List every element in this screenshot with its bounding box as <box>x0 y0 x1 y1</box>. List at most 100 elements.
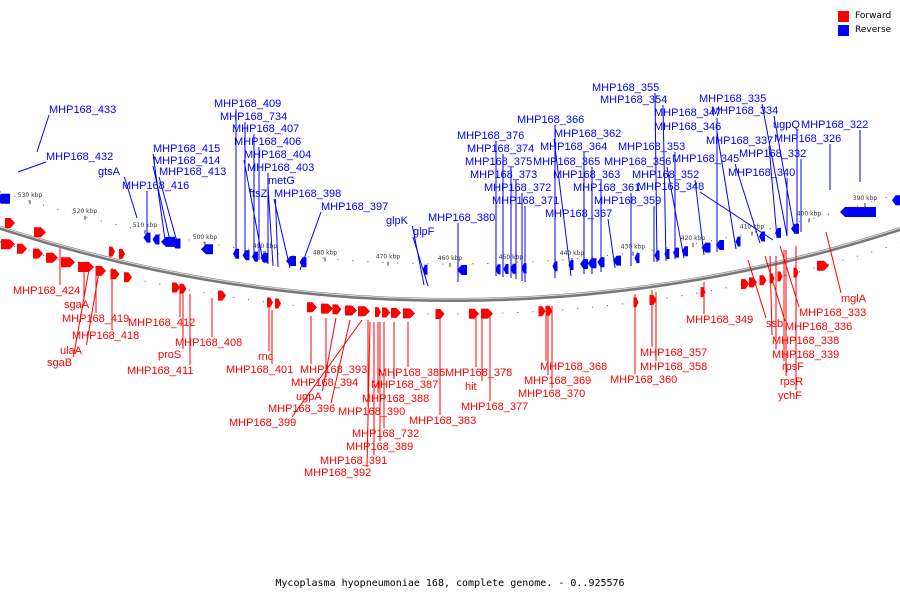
reverse-gene-label[interactable]: MHP168_332 <box>739 148 806 160</box>
reverse-gene-label[interactable]: gtsA <box>98 166 121 178</box>
forward-gene-label[interactable]: MHP168_358 <box>640 361 707 373</box>
reverse-gene-label[interactable]: MHP168_734 <box>220 111 287 123</box>
reverse-label-leader <box>273 198 291 269</box>
reverse-gene-label[interactable]: MHP168_397 <box>321 201 388 213</box>
reverse-gene-label[interactable]: MHP168_326 <box>774 133 841 145</box>
reverse-gene-label[interactable]: MHP168_409 <box>214 98 281 110</box>
reverse-gene-label[interactable]: ugpQ <box>773 119 800 131</box>
forward-gene-label[interactable]: MHP168_383 <box>409 415 476 427</box>
forward-gene-label[interactable]: MHP168_408 <box>175 337 242 349</box>
forward-gene-label[interactable]: sgaA <box>64 299 90 311</box>
forward-gene-label[interactable]: MHP168_338 <box>772 335 839 347</box>
forward-gene-label[interactable]: MHP168_333 <box>799 307 866 319</box>
forward-gene-label[interactable]: MHP168_370 <box>518 388 585 400</box>
forward-gene-label[interactable]: ssb <box>766 318 783 330</box>
forward-label-leader <box>85 265 101 346</box>
reverse-gene-label[interactable]: MHP168_374 <box>467 143 534 155</box>
reverse-gene-label[interactable]: MHP168_353 <box>618 141 685 153</box>
reverse-gene-label[interactable]: ftsZ <box>249 188 268 200</box>
reverse-gene-label[interactable]: MHP168_362 <box>554 128 621 140</box>
reverse-gene-label[interactable]: MHP168_322 <box>801 119 868 131</box>
reverse-gene-label[interactable]: MHP168_366 <box>517 114 584 126</box>
forward-gene-label[interactable]: ugpA <box>296 391 322 403</box>
forward-gene-label[interactable]: mglA <box>841 293 867 305</box>
forward-gene-label[interactable]: MHP168_392 <box>304 467 371 479</box>
reverse-gene-label[interactable]: metG <box>268 175 295 187</box>
reverse-gene-label[interactable]: MHP168_432 <box>46 151 113 163</box>
forward-gene-label[interactable]: MHP168_349 <box>686 314 753 326</box>
reverse-gene-label[interactable]: MHP168_376 <box>457 130 524 142</box>
reverse-gene-label[interactable]: MHP168_372 <box>484 182 551 194</box>
reverse-gene-label[interactable]: MHP168_337 <box>706 135 773 147</box>
reverse-gene-label[interactable]: MHP168_415 <box>153 143 220 155</box>
reverse-gene-label[interactable]: MHP168_334 <box>711 105 778 117</box>
reverse-gene-label[interactable]: MHP168_414 <box>153 155 220 167</box>
forward-gene-label[interactable]: MHP168_339 <box>772 349 839 361</box>
forward-gene-label[interactable]: MHP168_732 <box>352 428 419 440</box>
forward-gene-label[interactable]: MHP168_377 <box>461 401 528 413</box>
forward-gene-label[interactable]: rpsF <box>782 361 804 373</box>
reverse-gene-label[interactable]: MHP168_398 <box>274 188 341 200</box>
forward-gene-label[interactable]: MHP168_387 <box>371 379 438 391</box>
reverse-gene-label[interactable]: MHP168_406 <box>234 136 301 148</box>
reverse-gene-label[interactable]: glpF <box>413 226 435 238</box>
forward-gene-label[interactable]: rnc <box>258 351 274 363</box>
reverse-gene-label[interactable]: MHP168_403 <box>247 162 314 174</box>
forward-gene-label[interactable]: MHP168_357 <box>640 347 707 359</box>
forward-gene-label[interactable]: MHP168_336 <box>785 321 852 333</box>
forward-gene-label[interactable]: MHP168_386 <box>378 367 445 379</box>
reverse-gene-label[interactable]: MHP168_345 <box>672 153 739 165</box>
forward-gene-label[interactable]: MHP168_369 <box>524 375 591 387</box>
forward-gene-label[interactable]: MHP168_399 <box>229 417 296 429</box>
forward-gene-label[interactable]: hit <box>465 381 477 393</box>
reverse-gene-label[interactable]: MHP168_361 <box>573 182 640 194</box>
forward-gene-label[interactable]: MHP168_396 <box>268 403 335 415</box>
forward-gene-label[interactable]: proS <box>158 349 181 361</box>
forward-gene-label[interactable]: MHP168_393 <box>300 364 367 376</box>
forward-gene-label[interactable]: MHP168_418 <box>72 330 139 342</box>
forward-gene-label[interactable]: MHP168_368 <box>540 361 607 373</box>
forward-gene-label[interactable]: ulaA <box>60 345 83 357</box>
reverse-gene-label[interactable]: MHP168_354 <box>600 94 667 106</box>
forward-gene-label[interactable]: MHP168_390 <box>338 406 405 418</box>
reverse-gene-label[interactable]: MHP168_375 <box>465 156 532 168</box>
reverse-gene-label[interactable]: MHP168_404 <box>244 149 311 161</box>
reverse-gene-label[interactable]: MHP168_348 <box>637 181 704 193</box>
reverse-gene-label[interactable]: MHP168_416 <box>122 180 189 192</box>
reverse-gene-label[interactable]: MHP168_413 <box>159 166 226 178</box>
forward-gene-label[interactable]: ychF <box>778 390 802 402</box>
reverse-gene-label[interactable]: MHP168_356 <box>604 156 671 168</box>
reverse-gene-label[interactable]: glpK <box>386 215 409 227</box>
kbp-tick-label: 390 kbp <box>853 195 878 202</box>
forward-gene-label[interactable]: MHP168_388 <box>362 393 429 405</box>
reverse-gene-label[interactable]: MHP168_346 <box>654 121 721 133</box>
forward-gene-label[interactable]: MHP168_391 <box>320 455 387 467</box>
reverse-gene-label[interactable]: MHP168_335 <box>699 93 766 105</box>
forward-gene-label[interactable]: MHP168_424 <box>13 285 80 297</box>
reverse-gene-label[interactable]: MHP168_367 <box>545 208 612 220</box>
reverse-label-leader <box>267 185 274 267</box>
reverse-gene-label[interactable]: MHP168_359 <box>594 195 661 207</box>
forward-gene-label[interactable]: MHP168_360 <box>610 374 677 386</box>
forward-gene-label[interactable]: MHP168_411 <box>127 365 193 377</box>
forward-gene-label[interactable]: MHP168_419 <box>62 313 129 325</box>
reverse-gene-label[interactable]: MHP168_340 <box>728 167 795 179</box>
forward-gene-label[interactable]: MHP168_412 <box>128 317 195 329</box>
reverse-gene-label[interactable]: MHP168_352 <box>632 169 699 181</box>
reverse-gene-label[interactable]: MHP168_380 <box>428 212 495 224</box>
reverse-gene-label[interactable]: MHP168_363 <box>553 169 620 181</box>
forward-gene-label[interactable]: sgaB <box>47 357 72 369</box>
reverse-gene-label[interactable]: MHP168_347 <box>654 107 721 119</box>
forward-gene-label[interactable]: MHP168_394 <box>291 377 358 389</box>
reverse-gene-label[interactable]: MHP168_364 <box>540 141 607 153</box>
reverse-gene-label[interactable]: MHP168_365 <box>533 156 600 168</box>
reverse-gene-label[interactable]: MHP168_371 <box>492 195 559 207</box>
reverse-gene-label[interactable]: MHP168_433 <box>49 104 116 116</box>
forward-gene-label[interactable]: MHP168_378 <box>445 367 512 379</box>
reverse-gene-label[interactable]: MHP168_407 <box>232 123 299 135</box>
reverse-gene-label[interactable]: MHP168_373 <box>470 169 537 181</box>
reverse-gene-label[interactable]: MHP168_355 <box>592 82 659 94</box>
forward-gene-label[interactable]: MHP168_389 <box>346 441 413 453</box>
forward-gene-label[interactable]: rpsR <box>780 376 803 388</box>
forward-gene-label[interactable]: MHP168_401 <box>226 364 293 376</box>
